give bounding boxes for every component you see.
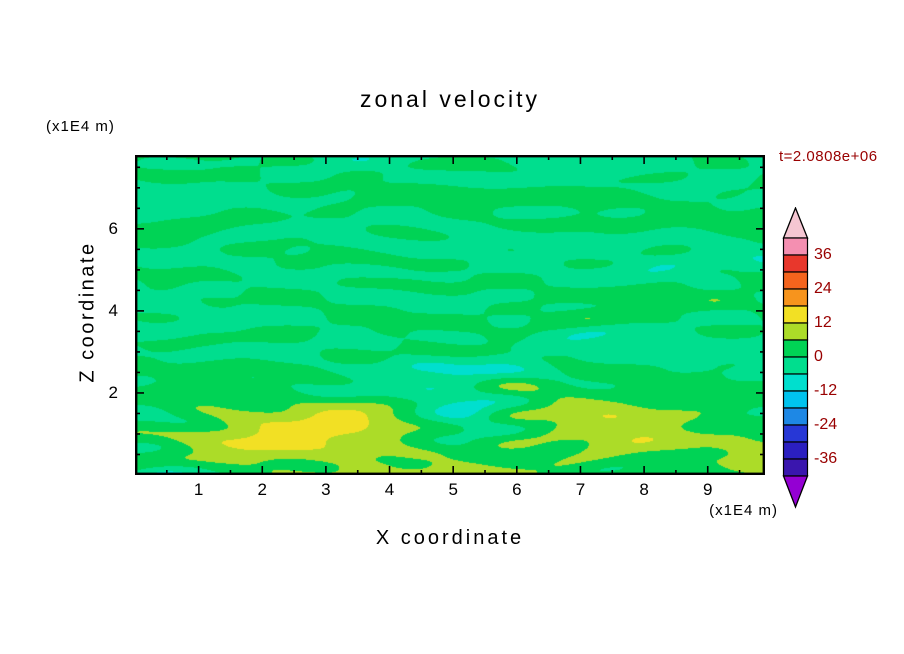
colorbar-band [782, 356, 809, 375]
plot-title: zonal velocity [359, 86, 541, 112]
z-tick-label: 2 [108, 382, 118, 402]
x-tick-label: 8 [639, 480, 649, 499]
time-stamp-label: t=2.0808e+06 [779, 148, 878, 165]
x-tick-label: 2 [257, 480, 267, 499]
colorbar-tick-label: 0 [814, 348, 823, 365]
colorbar-under-arrow [782, 475, 809, 509]
colorbar-band [782, 339, 809, 358]
x-tick-label: 9 [702, 480, 713, 499]
colorbar-band [782, 458, 809, 477]
colorbar-band [782, 407, 809, 426]
colorbar-over-arrow [782, 207, 809, 239]
z-tick-label: 6 [108, 218, 118, 238]
z-tick-label: 4 [108, 300, 118, 320]
x-tick-label: 5 [448, 480, 458, 499]
z-axis-units-label: (x1E4 m) [46, 118, 115, 135]
colorbar-tick-label: -12 [814, 382, 838, 399]
colorbar [782, 207, 809, 509]
colorbar-band [782, 305, 809, 324]
colorbar-band [782, 373, 809, 392]
colorbar-band [782, 441, 809, 460]
colorbar-band [782, 254, 809, 273]
colorbar-tick-label: -36 [814, 450, 838, 467]
colorbar-band [782, 424, 809, 443]
x-tick-label: 4 [384, 480, 395, 499]
plot-area [135, 155, 765, 475]
x-axis-title: X coordinate [375, 527, 525, 549]
colorbar-band [782, 390, 809, 409]
colorbar-tick-label: -24 [814, 416, 838, 433]
colorbar-band [782, 237, 809, 256]
colorbar-tick-label: 36 [814, 246, 832, 263]
colorbar-band [782, 322, 809, 341]
x-axis-units-label: (x1E4 m) [709, 502, 778, 519]
colorbar-band [782, 271, 809, 290]
x-tick-label: 7 [575, 480, 586, 499]
x-tick-label: 3 [321, 480, 331, 499]
colorbar-band [782, 288, 809, 307]
x-tick-label: 1 [193, 480, 204, 499]
contour-field-canvas [135, 155, 765, 475]
colorbar-tick-label: 24 [814, 280, 832, 297]
colorbar-tick-label: 12 [814, 314, 832, 331]
x-tick-label: 6 [512, 480, 522, 499]
